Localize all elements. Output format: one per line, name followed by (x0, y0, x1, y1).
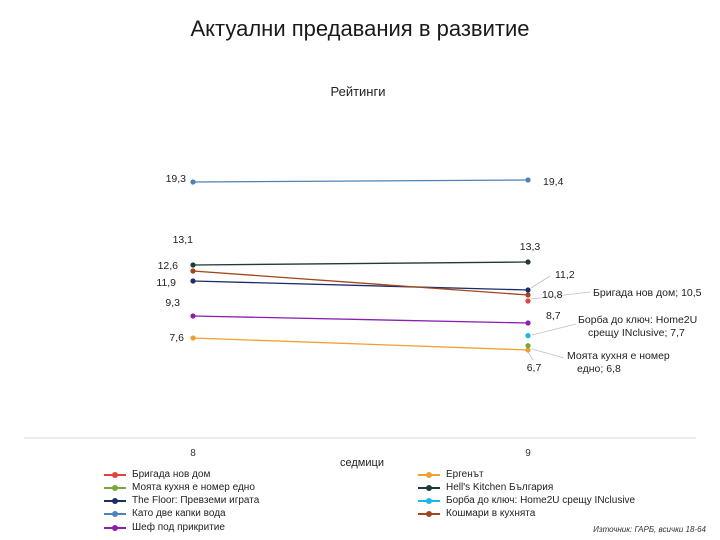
series-layer (190, 177, 531, 353)
data-label: Бригада нов дом; 10,5 (593, 287, 702, 299)
data-label: 19,3 (166, 173, 187, 185)
label-layer: Бригада нов дом; 10,5 7,6 6,7 Моята кухня е… (156, 173, 701, 375)
x-axis-label: седмици (340, 457, 384, 469)
data-label: Борба до ключ: Home2U срещу INclusive; 7,… (578, 314, 697, 339)
series-line (192, 315, 529, 324)
data-label: 11,2 (555, 269, 575, 281)
data-point (525, 343, 531, 349)
data-label: 9,3 (165, 297, 180, 309)
data-label: 10,8 (542, 289, 563, 301)
data-label: 11,9 (156, 277, 176, 289)
data-label: 12,6 (158, 260, 179, 272)
data-point (525, 292, 531, 298)
data-point (525, 287, 531, 293)
chart-title: Рейтинги (330, 84, 386, 99)
data-label: 13,3 (520, 241, 541, 253)
data-point (190, 278, 196, 284)
data-point (525, 333, 531, 339)
series-line (192, 261, 529, 266)
label-leader-line (531, 348, 565, 359)
data-label: 7,6 (169, 332, 184, 344)
data-point (190, 262, 196, 268)
data-label: 19,4 (543, 176, 564, 188)
series-line (192, 280, 529, 291)
series-line (192, 337, 529, 351)
data-label: 13,1 (173, 234, 194, 246)
source-note: Източник: ГАРБ, всички 18-64 (593, 525, 706, 534)
data-label: 8,7 (546, 310, 561, 322)
data-label: Моята кухня е номер едно; 6,8 (567, 350, 670, 375)
data-point (525, 259, 531, 265)
label-leader-line (531, 323, 577, 336)
data-label: 6,7 (527, 362, 542, 374)
x-tick-label: 8 (190, 448, 196, 459)
series-line (192, 270, 529, 296)
label-leader-line (530, 291, 591, 300)
data-point (190, 268, 196, 274)
x-tick-label: 9 (525, 448, 531, 459)
data-point (525, 177, 531, 183)
data-point (525, 347, 531, 353)
page-title: Актуални предавания в развитие (190, 16, 530, 41)
data-point (525, 320, 531, 326)
label-leader-line (527, 351, 534, 361)
data-point (525, 298, 531, 304)
series-line (192, 179, 529, 183)
data-point (190, 335, 196, 341)
data-point (190, 179, 196, 185)
data-point (190, 313, 196, 319)
label-leader-line (530, 275, 551, 289)
